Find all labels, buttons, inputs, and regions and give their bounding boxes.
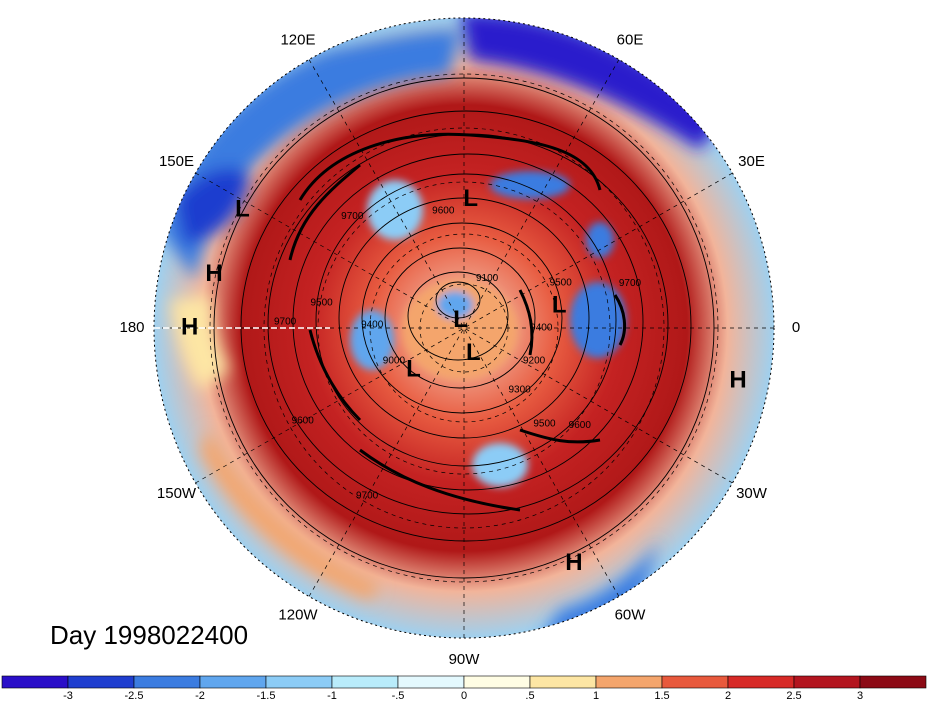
longitude-label-lon-0: 0 (792, 319, 800, 336)
longitude-label-lon-60e: 60E (617, 31, 644, 48)
longitude-label-lon-120w: 120W (278, 606, 318, 623)
colorbar-tick-label: 3 (857, 690, 863, 702)
longitude-label-lon-30e: 30E (738, 153, 765, 170)
contour-label-c9700c: 9700 (356, 490, 379, 501)
low-pressure-label-low-1: L (235, 195, 250, 222)
longitude-label-lon-150e: 150E (159, 153, 194, 170)
map-border (153, 17, 775, 639)
longitude-label-lon-30w: 30W (736, 485, 768, 502)
colorbar-swatch (859, 675, 927, 689)
colorbar-tick-label: 2 (725, 690, 731, 702)
colorbar-tick-label: -2 (195, 690, 205, 702)
contour-label-c9700d: 9700 (619, 278, 642, 289)
colorbar-swatch (727, 675, 795, 689)
colorbar-swatch (133, 675, 201, 689)
colorbar-swatch (199, 675, 267, 689)
colorbar-tick-label: 2.5 (786, 690, 801, 702)
contour-label-c9700b: 9700 (274, 316, 297, 327)
colorbar-swatch (661, 675, 729, 689)
map-title: Day 1998022400 (50, 620, 248, 650)
colorbar-swatch (1, 675, 69, 689)
contour-label-c9300: 9300 (508, 384, 531, 395)
high-pressure-label-high-2: H (181, 313, 198, 340)
colorbar-swatch (67, 675, 135, 689)
contour-label-c9600a: 9600 (432, 205, 455, 216)
colorbar-swatch (331, 675, 399, 689)
contour-label-c9500a: 9500 (310, 298, 333, 309)
longitude-label-lon-150w: 150W (157, 485, 197, 502)
contour-label-c9500b: 9500 (533, 419, 556, 430)
temperature-anomaly-field (154, 18, 774, 638)
colorbar-swatch (529, 675, 597, 689)
contour-label-c9000: 9000 (383, 355, 406, 366)
longitude-label-lon-180: 180 (119, 319, 144, 336)
high-pressure-label-high-3: H (729, 367, 746, 394)
low-pressure-label-low-4: L (453, 306, 468, 333)
low-pressure-label-low-3: L (552, 291, 567, 318)
contour-label-c9400b: 9400 (361, 319, 384, 330)
contour-label-c9500c: 9500 (550, 278, 573, 289)
colorbar-swatch (463, 675, 531, 689)
longitude-label-lon-90w: 90W (449, 651, 481, 668)
longitude-label-lon-60w: 60W (615, 606, 647, 623)
contour-label-c9600c: 9600 (569, 420, 592, 431)
colorbar-tick-label: -2.5 (125, 690, 144, 702)
colorbar-tick-label: -.5 (392, 690, 405, 702)
colorbar-tick-label: -1.5 (257, 690, 276, 702)
low-pressure-label-low-5: L (406, 356, 421, 383)
high-pressure-label-high-1: H (205, 260, 222, 287)
colorbar-tick-label: -1 (327, 690, 337, 702)
longitude-label-lon-120e: 120E (280, 31, 315, 48)
colorbar-swatch (595, 675, 663, 689)
low-pressure-label-low-6: L (466, 339, 481, 366)
colorbar-tick-label: 0 (461, 690, 467, 702)
colorbar-tick-label: .5 (525, 690, 534, 702)
colorbar-tick-label: -3 (63, 690, 73, 702)
contour-label-c9600b: 9600 (292, 416, 315, 427)
longitude-label-lon-90e: 90E (451, 0, 478, 4)
colorbar-swatch (265, 675, 333, 689)
colorbar: -3 -2.5 -2 -1.5 -1 -.5 0 .5 1 1.5 2 2.5 3 (1, 675, 927, 702)
contour-label-c9700a: 9700 (341, 211, 364, 222)
colorbar-swatch (397, 675, 465, 689)
longitude-labels: 90E 60E 30E 0 30W 60W 90W 120W 150W 180 150E 120E (119, 0, 800, 668)
contour-label-c9100: 9100 (476, 273, 499, 284)
contour-label-c9400: 9400 (530, 323, 553, 334)
colorbar-tick-label: 1 (593, 690, 599, 702)
high-pressure-label-high-4: H (565, 549, 582, 576)
contour-label-c9200: 9200 (523, 355, 546, 366)
colorbar-tick-label: 1.5 (654, 690, 669, 702)
contour-labels: 9600 9700 9500 9700 9600 9700 9500 9600 9300 9200… (274, 205, 642, 501)
low-pressure-label-low-2: L (463, 185, 478, 212)
colorbar-swatch (793, 675, 861, 689)
